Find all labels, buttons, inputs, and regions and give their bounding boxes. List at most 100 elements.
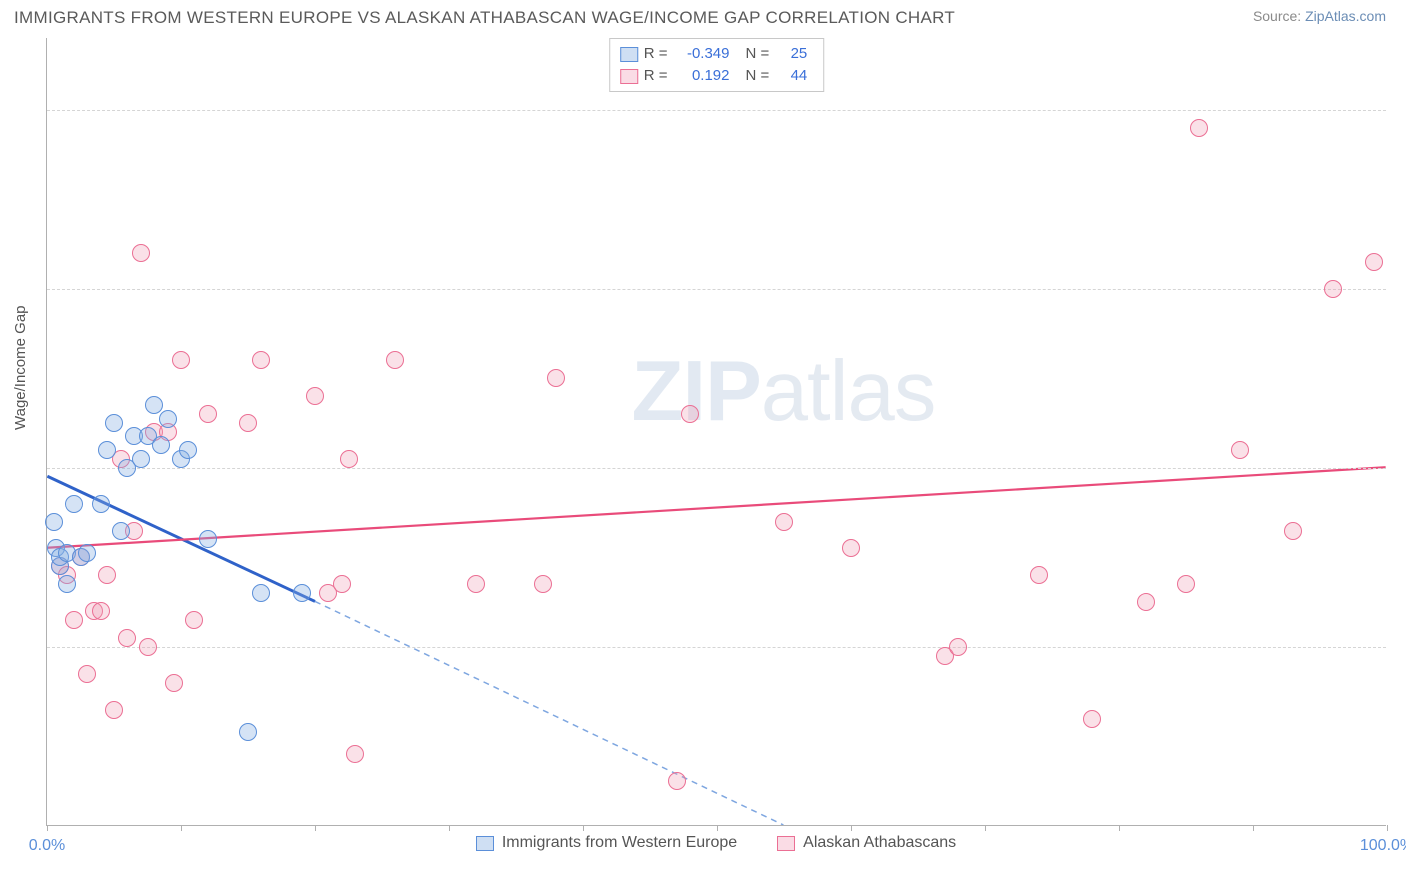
data-point-pink	[1083, 710, 1101, 728]
source-prefix: Source:	[1253, 8, 1305, 24]
correlation-legend: R = -0.349 N = 25 R = 0.192 N = 44	[609, 38, 825, 92]
watermark: ZIPatlas	[632, 343, 936, 441]
data-point-blue	[152, 436, 170, 454]
data-point-blue	[132, 450, 150, 468]
y-tick-label: 80.0%	[1396, 101, 1406, 119]
data-point-pink	[98, 566, 116, 584]
legend-item-pink: Alaskan Athabascans	[777, 834, 956, 852]
data-point-pink	[534, 575, 552, 593]
n-value-blue: 25	[779, 43, 807, 65]
data-point-pink	[65, 611, 83, 629]
data-point-pink	[1231, 441, 1249, 459]
data-point-pink	[306, 387, 324, 405]
trend-line	[47, 467, 1385, 547]
legend-swatch-pink	[777, 836, 795, 851]
r-value-pink: 0.192	[678, 65, 730, 87]
y-tick-label: 60.0%	[1396, 280, 1406, 298]
legend-label-blue: Immigrants from Western Europe	[502, 834, 737, 852]
chart-title: IMMIGRANTS FROM WESTERN EUROPE VS ALASKA…	[14, 8, 955, 28]
data-point-blue	[179, 441, 197, 459]
x-tick	[583, 825, 584, 831]
n-value-pink: 44	[779, 65, 807, 87]
source-attribution: Source: ZipAtlas.com	[1253, 8, 1386, 24]
data-point-pink	[668, 772, 686, 790]
legend-swatch-blue	[620, 47, 638, 62]
data-point-blue	[105, 414, 123, 432]
data-point-pink	[1324, 280, 1342, 298]
data-point-pink	[1190, 119, 1208, 137]
r-value-blue: -0.349	[678, 43, 730, 65]
data-point-blue	[45, 513, 63, 531]
r-label: R =	[644, 43, 668, 65]
y-axis-label: Wage/Income Gap	[12, 305, 29, 430]
data-point-blue	[98, 441, 116, 459]
legend-label-pink: Alaskan Athabascans	[803, 834, 956, 852]
data-point-blue	[199, 530, 217, 548]
data-point-blue	[252, 584, 270, 602]
x-tick	[1253, 825, 1254, 831]
data-point-pink	[185, 611, 203, 629]
data-point-pink	[118, 629, 136, 647]
x-tick	[717, 825, 718, 831]
series-legend: Immigrants from Western Europe Alaskan A…	[46, 834, 1386, 852]
data-point-pink	[386, 351, 404, 369]
data-point-blue	[293, 584, 311, 602]
data-point-pink	[842, 539, 860, 557]
data-point-pink	[239, 414, 257, 432]
data-point-pink	[172, 351, 190, 369]
x-tick	[1119, 825, 1120, 831]
gridline-h	[47, 647, 1386, 648]
data-point-blue	[58, 575, 76, 593]
watermark-light: atlas	[761, 344, 936, 439]
watermark-bold: ZIP	[632, 344, 761, 439]
data-point-pink	[681, 405, 699, 423]
legend-row-blue: R = -0.349 N = 25	[620, 43, 808, 65]
gridline-h	[47, 468, 1386, 469]
gridline-h	[47, 289, 1386, 290]
x-tick	[985, 825, 986, 831]
trend-line	[47, 476, 315, 601]
n-label: N =	[746, 65, 770, 87]
x-tick	[1387, 825, 1388, 831]
data-point-pink	[340, 450, 358, 468]
x-tick	[181, 825, 182, 831]
source-link[interactable]: ZipAtlas.com	[1305, 8, 1386, 24]
data-point-pink	[199, 405, 217, 423]
y-tick-label: 40.0%	[1396, 459, 1406, 477]
data-point-pink	[333, 575, 351, 593]
legend-swatch-pink	[620, 69, 638, 84]
data-point-pink	[467, 575, 485, 593]
data-point-blue	[159, 410, 177, 428]
x-tick	[47, 825, 48, 831]
r-label: R =	[644, 65, 668, 87]
data-point-pink	[1284, 522, 1302, 540]
legend-item-blue: Immigrants from Western Europe	[476, 834, 737, 852]
y-tick-label: 20.0%	[1396, 638, 1406, 656]
data-point-pink	[139, 638, 157, 656]
data-point-pink	[105, 701, 123, 719]
data-point-pink	[1177, 575, 1195, 593]
data-point-pink	[252, 351, 270, 369]
data-point-pink	[78, 665, 96, 683]
n-label: N =	[746, 43, 770, 65]
data-point-blue	[65, 495, 83, 513]
x-tick	[449, 825, 450, 831]
scatter-chart: ZIPatlas R = -0.349 N = 25 R = 0.192 N =…	[46, 38, 1386, 826]
legend-row-pink: R = 0.192 N = 44	[620, 65, 808, 87]
x-tick	[315, 825, 316, 831]
data-point-blue	[92, 495, 110, 513]
data-point-pink	[1137, 593, 1155, 611]
data-point-pink	[547, 369, 565, 387]
data-point-blue	[78, 544, 96, 562]
data-point-pink	[92, 602, 110, 620]
gridline-h	[47, 110, 1386, 111]
data-point-pink	[1030, 566, 1048, 584]
data-point-pink	[1365, 253, 1383, 271]
data-point-pink	[165, 674, 183, 692]
data-point-blue	[239, 723, 257, 741]
data-point-blue	[112, 522, 130, 540]
data-point-pink	[949, 638, 967, 656]
data-point-pink	[132, 244, 150, 262]
trend-line	[315, 601, 783, 825]
data-point-pink	[346, 745, 364, 763]
